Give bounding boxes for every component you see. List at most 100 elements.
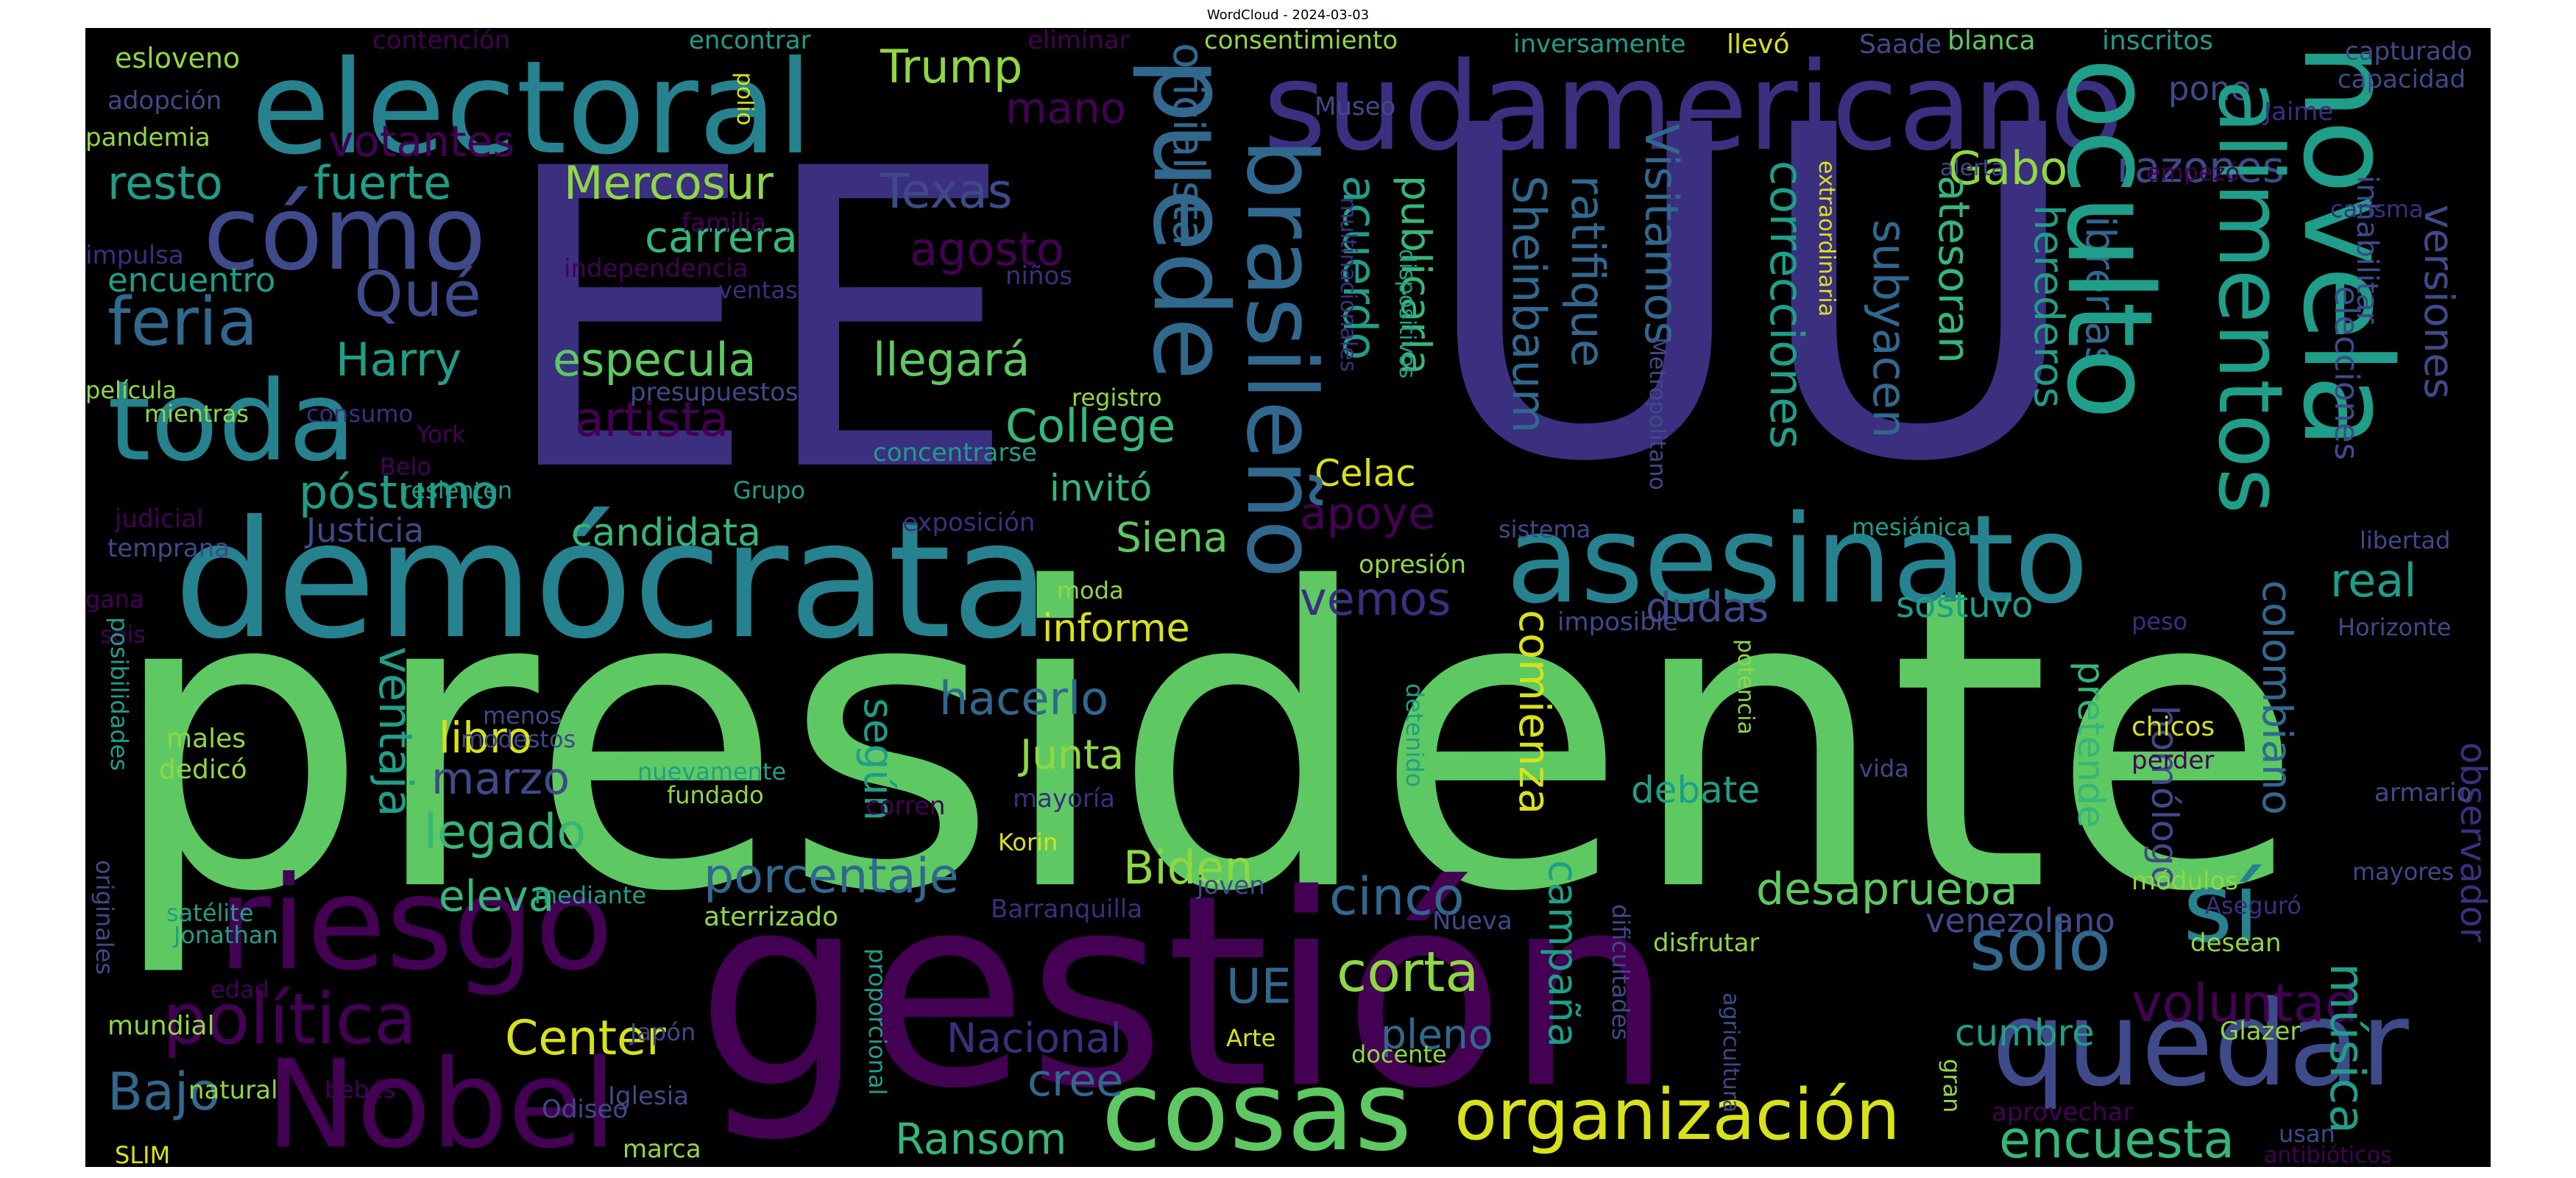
cloud-word: correcciones	[1760, 161, 1814, 449]
cloud-word: Nacional	[946, 1015, 1122, 1062]
cloud-word: Trump	[880, 40, 1023, 94]
cloud-word: UU	[1418, 31, 2086, 562]
cloud-word: Glazer	[2220, 1017, 2301, 1046]
cloud-word: resto	[107, 156, 223, 210]
cloud-word: debate	[1631, 769, 1761, 811]
cloud-word: oculto	[2041, 57, 2179, 420]
cloud-word: Qué	[354, 258, 482, 331]
cloud-word: Junta	[1020, 731, 1125, 778]
cloud-word: Bajo	[107, 1062, 221, 1122]
cloud-word: armario	[2374, 778, 2472, 808]
cloud-word: edad	[210, 976, 269, 1004]
cloud-word: York	[417, 420, 466, 448]
cloud-word: aterrizado	[704, 902, 839, 932]
cloud-word: fundado	[667, 781, 764, 809]
cloud-word: llevó	[1727, 29, 1790, 60]
cloud-word: Aseguró	[2205, 892, 2301, 920]
cloud-word: menos	[483, 702, 562, 730]
cloud-word: esloveno	[115, 42, 241, 74]
cloud-word: Horizonte	[2338, 613, 2452, 641]
cloud-word: música	[2319, 963, 2374, 1135]
cloud-word: marzo	[431, 753, 570, 805]
cloud-word: Ransom	[895, 1114, 1067, 1164]
cloud-word: dedicó	[159, 755, 247, 785]
cloud-word: encuesta	[1999, 1110, 2235, 1167]
cloud-word: niños	[1005, 261, 1073, 291]
cloud-word: Metropolitano	[1644, 337, 1670, 490]
cloud-word: pleno	[1381, 1011, 1493, 1058]
cloud-word: docente	[1351, 1040, 1447, 1068]
cloud-word: perder	[2131, 746, 2215, 775]
cloud-word: contención	[372, 28, 511, 55]
cloud-word: feria	[107, 283, 258, 361]
cloud-word: familia	[682, 208, 767, 238]
cloud-word: Justicia	[306, 511, 425, 550]
cloud-word: mientras	[144, 400, 250, 428]
cloud-word: especula	[553, 333, 757, 387]
cloud-word: porcentaje	[704, 849, 959, 904]
cloud-word: comienza	[1510, 610, 1560, 815]
cloud-word: ventas	[718, 276, 798, 304]
cloud-word: inscritos	[2102, 28, 2214, 56]
cloud-word: presidente	[107, 502, 2304, 982]
cloud-word: moda	[1057, 576, 1124, 604]
cloud-word: encuentro	[107, 261, 276, 300]
cloud-word: pandemia	[85, 123, 210, 152]
cloud-word: agosto	[910, 222, 1064, 276]
cloud-word: judicial	[115, 504, 204, 534]
cloud-word: demócrata	[174, 486, 1051, 674]
cloud-word: carisma	[2330, 195, 2424, 223]
cloud-word: proporcional	[863, 948, 891, 1096]
cloud-word: SLIM	[115, 1141, 171, 1167]
cloud-word: observador	[2452, 742, 2491, 942]
cloud-word: sudamericano	[1263, 36, 2124, 177]
cloud-word: originales	[91, 860, 118, 975]
cloud-word: fuerte	[314, 156, 452, 210]
cloud-word: males	[166, 724, 247, 754]
cloud-word: versiones	[2416, 205, 2463, 399]
cloud-word: elecciones	[2327, 286, 2366, 461]
cloud-word: polio	[732, 72, 757, 126]
cloud-word: votantes	[328, 116, 515, 166]
cloud-word: capacidad	[2338, 65, 2466, 94]
cloud-word: pone	[2168, 69, 2251, 108]
cloud-word: Jaime	[2264, 97, 2334, 127]
cloud-word: Gabo	[1947, 141, 2068, 195]
cloud-word: Nueva	[1432, 906, 1512, 936]
cloud-word: mayoría	[1013, 784, 1116, 814]
cloud-word: exposición	[902, 508, 1036, 537]
cloud-word: eleva	[439, 871, 555, 921]
cloud-word: potencia	[1733, 639, 1758, 735]
cloud-word: vida	[1859, 755, 1909, 783]
cloud-word: Barranquilla	[991, 895, 1143, 924]
cloud-word: bebés	[325, 1076, 396, 1104]
word-cloud: presidente UU EE gestión sudamericano elector…	[85, 28, 2491, 1167]
cloud-word: Grupo	[733, 476, 806, 504]
cloud-word: campaña	[1540, 860, 1587, 1048]
cloud-word: adopción	[107, 86, 222, 116]
cloud-word: opresión	[1359, 550, 1467, 579]
cloud-word: concentrarse	[873, 438, 1037, 468]
cloud-word: legado	[424, 805, 587, 860]
cloud-word: Visitamos	[1635, 124, 1688, 345]
cloud-word: informe	[1042, 607, 1190, 651]
cloud-word: encontrar	[689, 28, 811, 55]
cloud-word: organización	[1454, 1075, 1900, 1156]
cloud-word: natural	[188, 1076, 278, 1105]
cloud-word: electoral	[251, 34, 813, 183]
cloud-word: libertad	[2360, 526, 2451, 554]
cloud-word: resienten	[402, 476, 513, 504]
cloud-word: gran	[1938, 1059, 1966, 1113]
cloud-word: voluntad	[2131, 973, 2358, 1034]
cloud-word: desean	[2190, 928, 2282, 958]
cloud-word: colombiano	[2254, 580, 2301, 815]
cloud-word: UE	[1226, 959, 1292, 1015]
cloud-word: impulsa	[85, 241, 184, 270]
cloud-word: Celac	[1314, 452, 1416, 495]
cloud-word: llegará	[873, 333, 1030, 387]
cloud-word: joven	[1197, 871, 1265, 900]
cloud-word: cosas	[1101, 1048, 1412, 1167]
cloud-word: venezolano	[1925, 901, 2115, 940]
chart-title: WordCloud - 2024-03-03	[1206, 7, 1370, 23]
cloud-word: peso	[2131, 607, 2188, 635]
